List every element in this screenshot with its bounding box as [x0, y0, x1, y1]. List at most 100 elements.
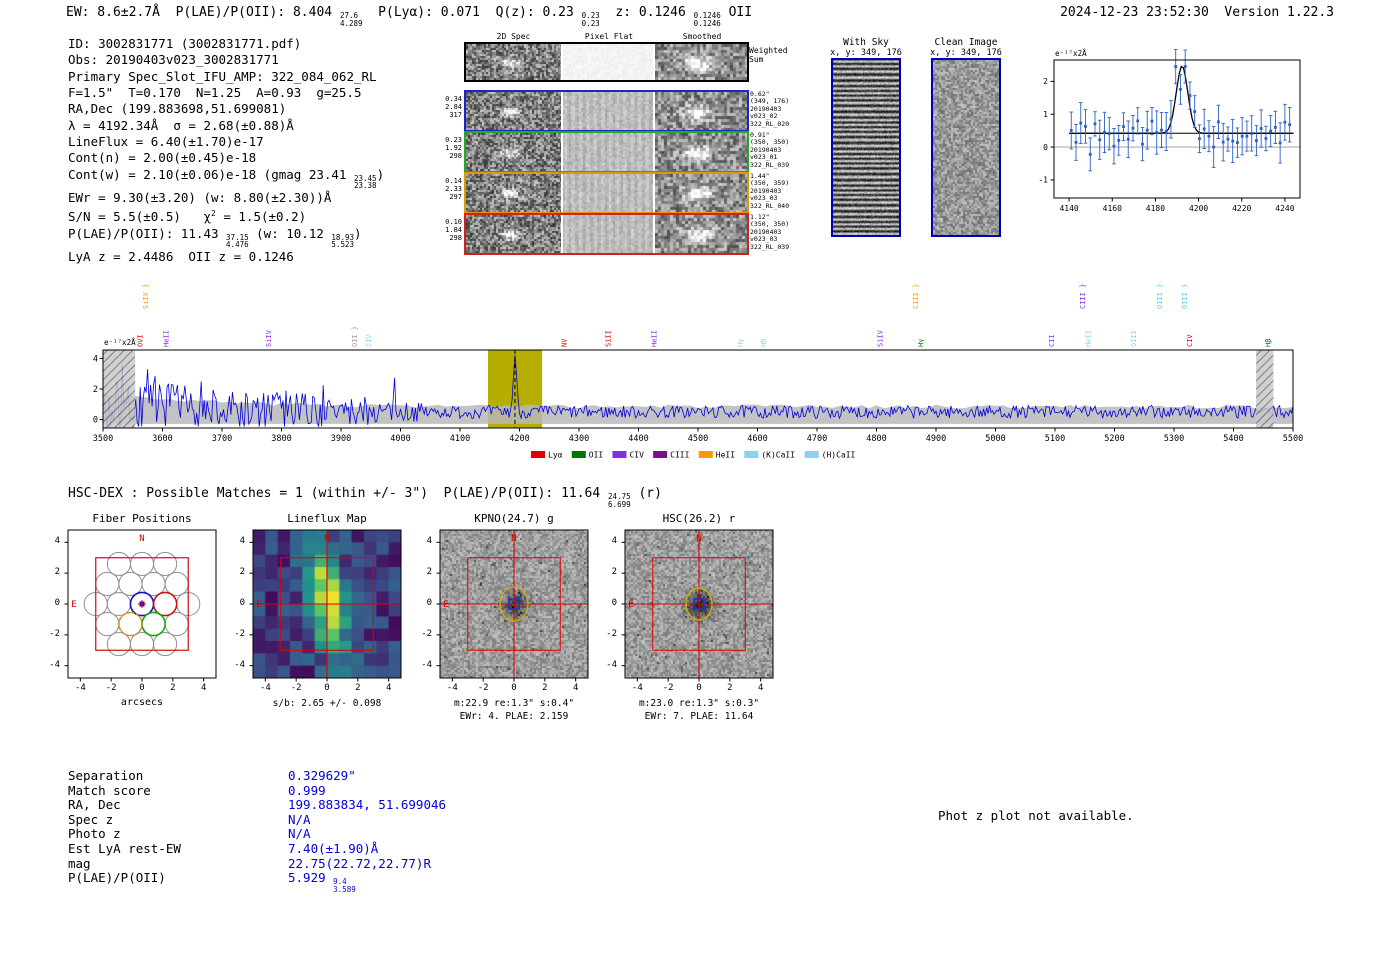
fraction-top: 37.15	[226, 232, 249, 242]
gaussian-fit-curve	[1069, 65, 1294, 134]
emission-line-label: HeII	[163, 330, 171, 347]
x-tick-label: 5000	[985, 434, 1005, 444]
extraction-region-box	[280, 557, 374, 651]
data-point	[1198, 137, 1201, 141]
emission-line-label: OII }	[351, 326, 359, 347]
fiber-weight-value: 0.10	[445, 218, 462, 226]
info-line: Primary Spec_Slot_IFU_AMP: 322_084_062_R…	[68, 69, 384, 85]
cutout-title: Fiber Positions	[92, 512, 192, 525]
y-tick-label: 0	[1043, 143, 1048, 152]
spectrum-line	[102, 355, 1294, 428]
fiber-annotation-line: v023_03	[750, 235, 778, 244]
match-table-value: 7.40(±1.90)Å	[288, 841, 378, 856]
fraction-bottom: 0.23	[581, 18, 600, 28]
emission-line-label: OIII	[1130, 330, 1138, 347]
catalog-position-box	[508, 598, 520, 610]
cutout-x-tick-label: 2	[727, 683, 733, 693]
clean-image-title: Clean Image	[934, 37, 998, 48]
compass-east-label: E	[71, 600, 76, 610]
compass-north-label: N	[139, 534, 144, 544]
spec2d-fiber-row	[464, 90, 749, 132]
data-point	[1274, 125, 1277, 129]
text-segment: LineFlux = 6.40(±1.70)e-17	[68, 134, 264, 150]
x-tick-label: 4400	[628, 434, 648, 444]
data-point	[1264, 137, 1268, 140]
cutout-y-tick-label: -2	[49, 628, 60, 639]
data-point	[1136, 119, 1140, 123]
data-point	[1074, 140, 1078, 144]
cutout-x-tick-label: 0	[139, 683, 145, 693]
superscript: 2	[211, 209, 216, 219]
text-segment: N/A	[288, 811, 311, 827]
cutout-x-tick-label: 4	[572, 683, 579, 693]
info-line: F=1.5" T=0.170 N=1.25 A=0.93 g=25.5	[68, 85, 384, 101]
full-spectrum-plot: 3500 3600 3700 3800 3900 4000 4100 4200 4300 4400…	[93, 284, 1303, 460]
text-segment: RA,Dec (199.883698,51.699081)	[68, 101, 287, 117]
photz-note: Phot z plot not available.	[938, 808, 1134, 823]
cutout-x-axis-label: arcsecs	[120, 697, 164, 708]
emission-line-label: HeII	[1085, 330, 1093, 347]
stacked-fraction: 9.4 3.589	[333, 878, 356, 893]
x-tick-label: 3500	[93, 434, 113, 444]
legend-swatch	[744, 451, 759, 458]
data-point	[1269, 129, 1273, 133]
spec2d-image-spec	[466, 92, 561, 130]
cutout-x-tick-label: 4	[200, 683, 207, 693]
fiber-annotation-stack: 0.91" (350, 350) 20190403 v023_01 322_RL_039	[750, 131, 789, 169]
data-point	[1174, 65, 1178, 68]
legend-label: CIV	[629, 451, 644, 460]
data-point	[1278, 141, 1282, 145]
cutout-y-tick-label: -4	[421, 659, 432, 670]
match-table-label: Match score	[68, 782, 151, 798]
data-point	[1212, 145, 1216, 149]
info-line: S/N = 5.5(±0.5) χ2 = 1.5(±0.2)	[68, 206, 384, 226]
text-segment: 5.929	[288, 870, 334, 886]
fraction-top: 18.93	[331, 232, 354, 242]
emission-line-label: NV	[561, 338, 569, 347]
text-segment: (r)	[630, 486, 662, 501]
data-point	[1207, 134, 1211, 138]
stacked-fraction: 23.45 23.38	[354, 175, 377, 190]
data-point	[1145, 128, 1149, 132]
fiber-weight-value: 0.14	[445, 177, 462, 185]
data-point	[1169, 117, 1173, 121]
fiber-weight-value: 1.92	[445, 144, 462, 153]
cutout-y-tick-label: 2	[54, 567, 60, 578]
data-point	[1141, 142, 1144, 146]
cutout-x-tick-label: -4	[74, 683, 86, 693]
spec2d-image-flat	[563, 133, 653, 171]
fraction-bottom: 23.38	[353, 181, 377, 191]
fiber-annotation-line: 1.12"	[750, 213, 770, 221]
selected-fiber-circle	[152, 591, 178, 617]
emission-line-label: OIII }	[1181, 284, 1189, 309]
emission-line-label: HeII	[650, 330, 658, 347]
data-point	[1103, 131, 1106, 134]
text-segment: EW: 8.6±2.7Å P(LAE)/P(OII): 8.404	[66, 5, 340, 20]
fiber-annotation-line: 20190403	[750, 227, 782, 236]
text-segment: N/A	[288, 826, 311, 842]
legend-swatch	[698, 451, 713, 458]
fiber-annotation-line: 20190403	[750, 186, 782, 195]
x-tick-label: 4160	[1103, 204, 1122, 213]
fiber-weight-stack: 0.14 2.33 297	[438, 177, 462, 202]
data-point	[1122, 125, 1125, 129]
fraction-bottom: 5.523	[331, 240, 354, 250]
fraction-top: 0.23	[581, 11, 600, 20]
fiber-annotation-line: v023_03	[750, 194, 778, 203]
compass-north-label: N	[511, 534, 516, 544]
text-segment: 0.999	[288, 782, 326, 798]
data-point	[1259, 127, 1263, 130]
fiber-weight-value: 1.84	[445, 226, 462, 235]
spec2d-image-flatwhite	[563, 44, 653, 80]
cutout-y-tick-label: 4	[239, 536, 245, 547]
stacked-fraction: 18.93 5.523	[331, 234, 354, 249]
fiber-annotation-line: 322_RL_040	[750, 201, 790, 210]
data-point	[1193, 110, 1197, 113]
fiber-annotation-line: 0.91"	[750, 131, 770, 139]
weighted-sum-label-line: Weighted	[749, 46, 788, 55]
text-segment: S/N = 5.5(±0.5) χ	[68, 209, 211, 225]
fraction-bottom: 6.699	[608, 499, 631, 509]
fiber-annotation-stack: 1.12" (350, 350) 20190403 v023_03 322_RL_039	[750, 213, 789, 251]
text-segment: 7.40(±1.90)Å	[288, 841, 379, 856]
cutout-x-tick-label: -4	[446, 683, 458, 693]
